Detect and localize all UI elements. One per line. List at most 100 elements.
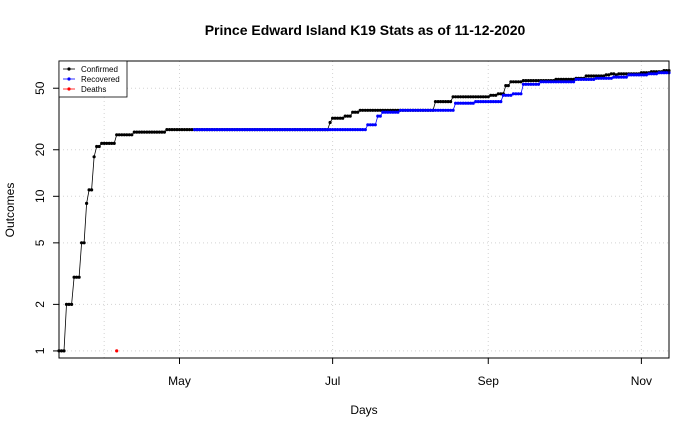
data-point <box>283 128 287 132</box>
data-point <box>469 101 473 105</box>
data-point <box>433 100 438 104</box>
data-point <box>441 100 445 104</box>
data-point <box>117 133 121 137</box>
data-point <box>494 100 498 104</box>
data-point <box>511 80 515 84</box>
chart-title: Prince Edward Island K19 Stats as of 11-… <box>205 22 526 38</box>
data-point <box>614 75 618 79</box>
data-point <box>215 128 219 132</box>
data-point <box>391 110 395 114</box>
data-point <box>298 128 302 132</box>
x-axis-label: Days <box>350 403 377 417</box>
data-point <box>416 108 420 112</box>
data-point <box>421 108 425 112</box>
data-point <box>562 77 566 81</box>
data-point <box>170 128 174 132</box>
data-point <box>177 128 182 132</box>
data-point <box>599 74 603 78</box>
data-point <box>310 128 315 132</box>
data-point <box>642 73 646 77</box>
data-point <box>82 241 86 245</box>
data-point <box>376 108 380 112</box>
data-point <box>569 77 573 81</box>
data-point <box>509 93 513 97</box>
data-point <box>519 92 523 96</box>
data-point <box>466 101 470 105</box>
data-point <box>592 77 596 81</box>
data-point <box>617 75 621 79</box>
data-point <box>466 95 470 99</box>
data-point <box>373 108 377 112</box>
data-point <box>305 128 310 132</box>
data-point <box>353 110 357 114</box>
data-point <box>607 76 611 80</box>
data-point <box>607 73 611 77</box>
data-point <box>644 71 649 75</box>
data-point <box>449 108 453 112</box>
data-point <box>531 79 536 83</box>
data-point <box>348 128 352 132</box>
plot-frame <box>58 60 670 359</box>
data-point <box>225 128 229 132</box>
data-point <box>152 130 156 134</box>
data-point <box>278 128 282 132</box>
data-point <box>476 95 480 99</box>
data-point <box>92 155 96 159</box>
data-point <box>408 108 412 112</box>
data-point <box>464 95 468 99</box>
data-point <box>187 128 192 132</box>
data-point <box>97 144 101 149</box>
data-point <box>122 133 126 137</box>
data-point <box>371 123 375 127</box>
y-tick-label: 20 <box>33 143 47 157</box>
data-point <box>657 71 661 75</box>
data-point <box>378 108 382 112</box>
data-point <box>263 128 267 132</box>
data-point <box>351 128 355 132</box>
data-point <box>383 110 387 114</box>
data-point <box>589 74 593 78</box>
data-point <box>245 128 249 132</box>
data-point <box>592 74 596 78</box>
data-point <box>582 77 586 81</box>
data-point <box>471 95 475 99</box>
data-point <box>549 80 553 84</box>
data-point <box>403 108 407 112</box>
data-point <box>200 128 204 132</box>
data-point <box>95 144 99 149</box>
data-point <box>572 80 576 84</box>
y-tick-label: 5 <box>33 239 47 246</box>
data-point <box>524 82 528 86</box>
data-point <box>190 128 194 132</box>
data-point <box>155 130 159 134</box>
legend-marker <box>67 87 71 91</box>
data-point <box>162 130 166 134</box>
data-point <box>376 114 380 118</box>
data-point <box>662 71 666 75</box>
data-point <box>609 72 613 76</box>
data-point <box>59 349 64 353</box>
data-point <box>584 74 588 78</box>
data-point <box>642 71 646 75</box>
data-point <box>110 141 114 145</box>
data-point <box>501 93 505 97</box>
data-point <box>363 128 367 132</box>
data-point <box>526 82 531 86</box>
data-point <box>664 71 669 75</box>
data-point <box>373 123 377 127</box>
data-point <box>654 72 659 76</box>
data-point <box>551 80 556 84</box>
data-point <box>564 77 568 81</box>
data-point <box>265 128 269 132</box>
data-point <box>632 73 636 77</box>
data-point <box>346 128 350 132</box>
data-point <box>295 128 300 132</box>
series <box>57 69 671 353</box>
data-point <box>459 95 463 99</box>
data-point <box>496 100 500 104</box>
data-point <box>624 72 628 76</box>
data-point <box>529 79 533 83</box>
data-point <box>147 130 151 134</box>
